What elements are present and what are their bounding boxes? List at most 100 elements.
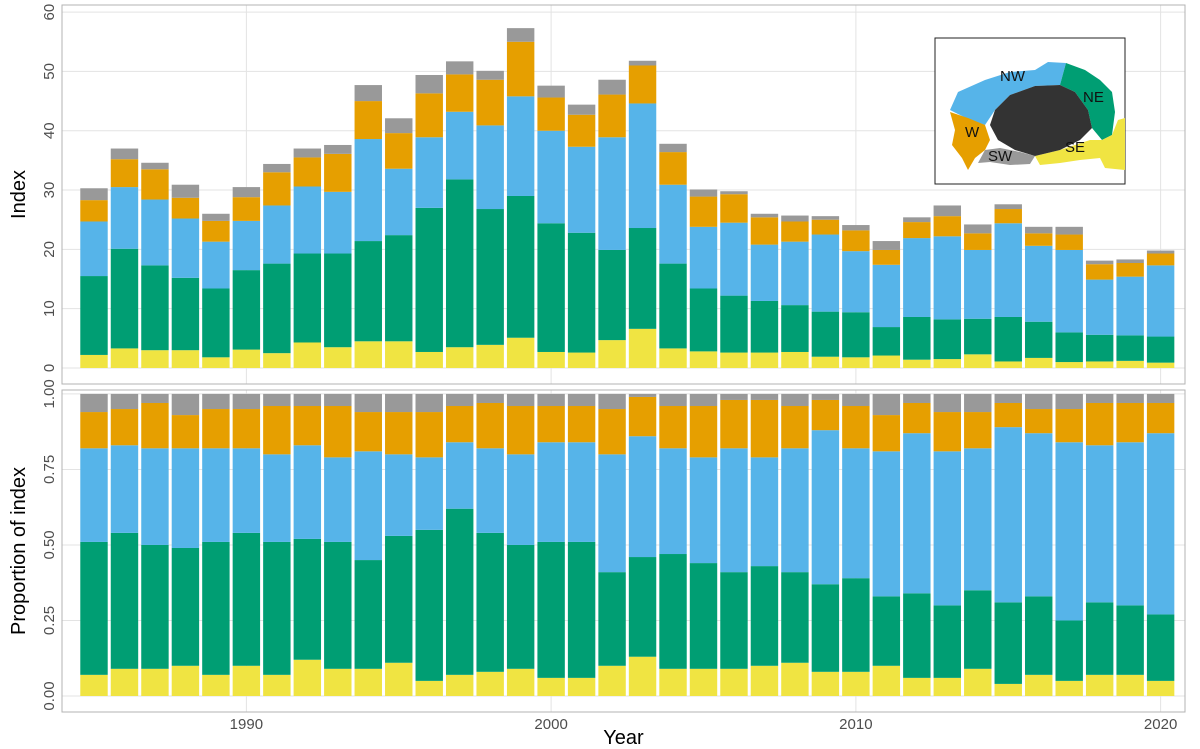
- bar-segment: [628, 396, 657, 437]
- bar-segment: [202, 448, 230, 542]
- x-tick-label: 2020: [1144, 716, 1177, 733]
- bar-segment: [750, 213, 779, 218]
- bar-segment: [415, 351, 443, 368]
- bar-segment: [1116, 442, 1144, 606]
- bar-segment: [80, 674, 108, 696]
- x-tick-label: 2000: [534, 716, 567, 733]
- bar-segment: [537, 97, 565, 131]
- bar-segment: [811, 216, 840, 220]
- bar-segment: [293, 538, 322, 660]
- bar-segment: [506, 96, 535, 196]
- bar-segment: [324, 144, 352, 154]
- bar-segment: [872, 327, 901, 356]
- bar-segment: [1085, 674, 1114, 696]
- bar-segment: [232, 270, 261, 350]
- bar-segment: [202, 541, 230, 675]
- bar-segment: [842, 671, 870, 696]
- bar-segment: [903, 393, 931, 403]
- bar-segment: [933, 451, 962, 606]
- bar-segment: [598, 665, 626, 696]
- bar-segment: [476, 532, 504, 672]
- bar-segment: [537, 351, 565, 368]
- bar-segment: [110, 248, 139, 349]
- bar-segment: [933, 412, 962, 452]
- bar-segment: [324, 541, 352, 669]
- bar-segment: [1025, 233, 1053, 246]
- bar-segment: [141, 162, 169, 170]
- inset-map: NW NE W SW SE: [934, 37, 1126, 185]
- bar-segment: [445, 393, 474, 407]
- bar-segment: [964, 668, 992, 696]
- bar-segment: [933, 359, 962, 368]
- bar-segment: [598, 340, 626, 368]
- bar-segment: [263, 205, 291, 264]
- bar-segment: [506, 41, 535, 97]
- bar-segment: [1146, 393, 1175, 403]
- bar-segment: [385, 535, 413, 663]
- bar-segment: [171, 393, 200, 416]
- bar-segment: [994, 393, 1022, 403]
- bar-segment: [385, 412, 413, 455]
- bar-segment: [903, 677, 931, 696]
- bar-segment: [811, 399, 840, 431]
- bar-segment: [293, 342, 322, 368]
- bar-segment: [415, 137, 443, 208]
- bar-segment: [1146, 265, 1175, 337]
- bar-segment: [1085, 393, 1114, 403]
- y-axis-title: Index: [8, 170, 30, 219]
- bar-segment: [689, 563, 718, 669]
- bar-segment: [903, 217, 931, 223]
- bar-segment: [903, 433, 931, 594]
- bar-segment: [385, 133, 413, 169]
- bar-segment: [354, 412, 382, 452]
- bar-segment: [1146, 402, 1175, 434]
- bar-segment: [811, 356, 840, 368]
- bar-segment: [720, 222, 748, 296]
- bar-segment: [750, 566, 779, 666]
- bar-segment: [598, 393, 626, 410]
- x-axis-title: Year: [603, 727, 644, 749]
- bar-segment: [415, 412, 443, 458]
- map-label: NE: [1083, 89, 1104, 106]
- bar-segment: [354, 668, 382, 696]
- bar-segment: [781, 393, 809, 407]
- bar-segment: [964, 354, 992, 368]
- bar-segment: [293, 186, 322, 254]
- bar-segment: [994, 209, 1022, 224]
- bar-segment: [506, 668, 535, 696]
- bar-segment: [1055, 442, 1083, 621]
- bar-segment: [354, 341, 382, 368]
- bar-segment: [445, 74, 474, 112]
- bar-segment: [628, 393, 657, 397]
- bar-segment: [567, 442, 596, 542]
- bar-segment: [1025, 321, 1053, 358]
- bar-segment: [445, 111, 474, 180]
- bar-segment: [1055, 332, 1083, 363]
- bar-segment: [811, 584, 840, 672]
- bar-segment: [476, 671, 504, 696]
- bar-segment: [1146, 250, 1175, 254]
- bar-segment: [872, 415, 901, 452]
- bar-segment: [994, 316, 1022, 362]
- bar-segment: [263, 353, 291, 368]
- bar-segment: [476, 70, 504, 80]
- bar-segment: [933, 393, 962, 413]
- bar-segment: [232, 197, 261, 221]
- bar-segment: [964, 249, 992, 319]
- bar-segment: [1085, 260, 1114, 265]
- bar-segment: [1146, 362, 1175, 368]
- y-tick-label: 30: [41, 182, 58, 199]
- bar-segment: [598, 137, 626, 250]
- bar-segment: [1116, 402, 1144, 443]
- bar-segment: [232, 448, 261, 533]
- map-label: SE: [1065, 139, 1085, 156]
- bar-segment: [720, 448, 748, 573]
- bar-segment: [720, 352, 748, 368]
- bar-segment: [232, 532, 261, 666]
- bar-segment: [689, 196, 718, 227]
- bar-segment: [598, 409, 626, 455]
- bar-segment: [110, 445, 139, 533]
- bar-segment: [1146, 614, 1175, 681]
- bar-segment: [415, 529, 443, 681]
- bar-segment: [415, 680, 443, 696]
